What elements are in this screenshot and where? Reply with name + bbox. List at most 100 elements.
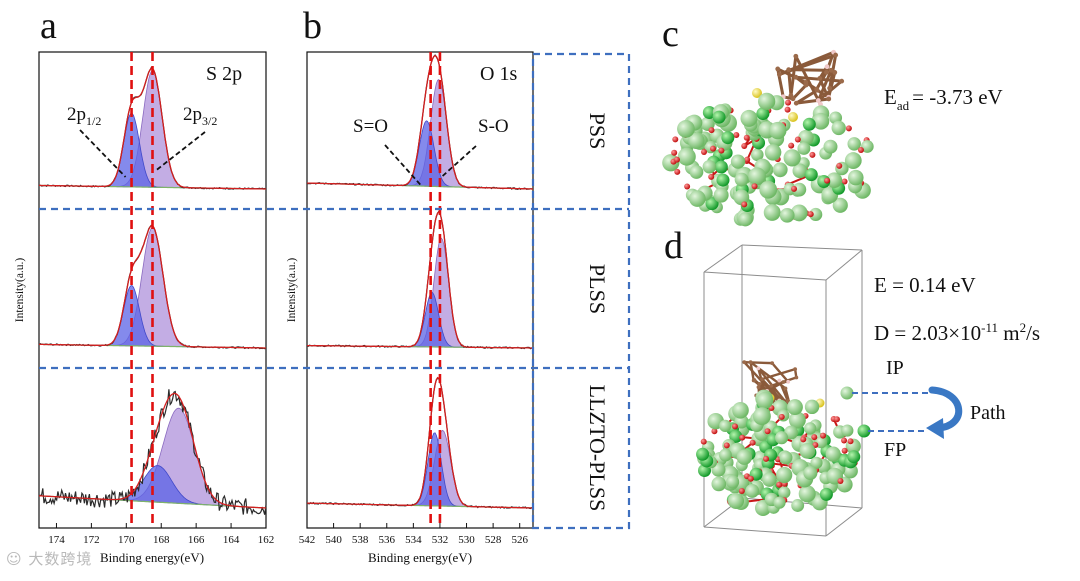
s-atom — [788, 112, 798, 122]
o-atom — [741, 142, 748, 149]
o-atom — [723, 442, 730, 449]
la-atom — [847, 450, 861, 464]
panel-label-a: a — [40, 5, 57, 47]
li-atom — [848, 169, 864, 186]
fp-label: FP — [884, 439, 906, 461]
o-atom — [708, 173, 715, 180]
li-atom — [804, 422, 817, 435]
o-atom — [738, 488, 745, 495]
li-atom — [823, 139, 838, 154]
diffusion-coefficient-label: D = 2.03×10-11 m2/s — [874, 320, 1040, 345]
component-s-o — [307, 292, 533, 349]
li-atom — [779, 451, 793, 465]
li-atom — [719, 419, 732, 433]
sample-column-border — [531, 52, 631, 530]
migration-energy-label: E = 0.14 eV — [874, 273, 976, 297]
peak-label: 2p1/2 — [67, 104, 101, 128]
x-axis-label: Binding energy(eV) — [100, 550, 204, 565]
o-atom — [784, 106, 791, 113]
la-atom — [802, 117, 816, 131]
la-atom — [705, 197, 719, 211]
polymer-molecule — [775, 49, 845, 107]
path-arrow — [928, 386, 963, 432]
sample-label-column: PSS PLSS LLZTO-PLSS — [39, 52, 631, 530]
o-atom — [788, 142, 795, 149]
x-tick-label: 174 — [48, 534, 65, 546]
li-atom — [732, 401, 749, 419]
li-atom — [751, 148, 764, 162]
o-atom — [701, 148, 708, 155]
o-atom — [747, 475, 754, 482]
x-tick-label: 540 — [325, 534, 342, 546]
spectrum-row-llzto-plss — [306, 376, 534, 510]
la-atom — [729, 429, 743, 443]
li-atom — [688, 132, 705, 150]
fit-envelope — [307, 376, 533, 509]
peak-leader-line — [384, 144, 422, 186]
li-atom — [758, 92, 776, 111]
la-atom — [721, 131, 735, 145]
li-atom — [832, 197, 848, 213]
li-atom — [831, 120, 846, 136]
li-atom — [847, 137, 861, 151]
o-atom — [764, 428, 771, 435]
x-tick-label: 534 — [405, 534, 422, 546]
li-atom — [788, 411, 806, 429]
li-atom — [791, 499, 805, 512]
path-label: Path — [970, 402, 1006, 424]
li-atom — [745, 483, 760, 498]
o-atom — [791, 185, 798, 192]
li-atom — [756, 391, 774, 409]
li-atom — [677, 147, 696, 166]
o-atom — [743, 134, 750, 141]
li-atom — [860, 140, 874, 153]
raw-spectrum — [306, 210, 534, 350]
li-atom — [812, 112, 830, 130]
x-tick-label: 172 — [83, 534, 100, 546]
ip-label: IP — [886, 357, 904, 379]
li-atom — [726, 475, 740, 489]
li-atom — [798, 129, 814, 146]
x-tick-label: 542 — [299, 534, 316, 546]
o-atom — [751, 183, 758, 190]
peak-label: 2p3/2 — [183, 104, 217, 128]
li-atom — [762, 472, 777, 487]
panel-label-d: d — [664, 225, 683, 267]
x-axis-label: Binding energy(eV) — [368, 550, 472, 565]
o-atom — [841, 437, 848, 444]
raw-spectrum — [306, 377, 534, 510]
sample-label-llzto-plss: LLZTO-PLSS — [585, 385, 610, 512]
o-atom — [673, 156, 680, 163]
o-atom — [800, 436, 807, 443]
o-atom — [807, 211, 814, 218]
o-atom — [794, 136, 801, 143]
la-atom — [702, 105, 716, 119]
li-atom — [730, 154, 746, 169]
la-atom — [804, 168, 818, 182]
peak-label: S=O — [353, 116, 388, 137]
o-atom — [857, 146, 864, 153]
o-atom — [836, 162, 843, 169]
o-atom — [684, 183, 691, 190]
li-atom — [759, 180, 778, 199]
panel-label-b: b — [303, 5, 322, 47]
li-atom — [740, 109, 758, 127]
o-atom — [708, 127, 715, 134]
li-atom — [810, 456, 823, 469]
li-atom — [702, 159, 717, 174]
li-atom — [804, 399, 820, 415]
x-tick-label: 532 — [432, 534, 449, 546]
y-axis-label: Intensity(a.u.) — [14, 258, 26, 323]
peak-leader-line — [79, 129, 127, 178]
o-atom — [731, 423, 738, 430]
li-atom — [803, 466, 818, 481]
li-atom — [736, 449, 753, 465]
diffusion-model — [696, 244, 963, 537]
la-atom — [756, 107, 770, 121]
o-atom — [820, 432, 827, 439]
li-atom — [792, 163, 808, 179]
peak-leader-line — [155, 131, 206, 171]
o-atom — [674, 168, 681, 175]
li-atom — [783, 182, 797, 196]
li-atom — [844, 152, 862, 169]
